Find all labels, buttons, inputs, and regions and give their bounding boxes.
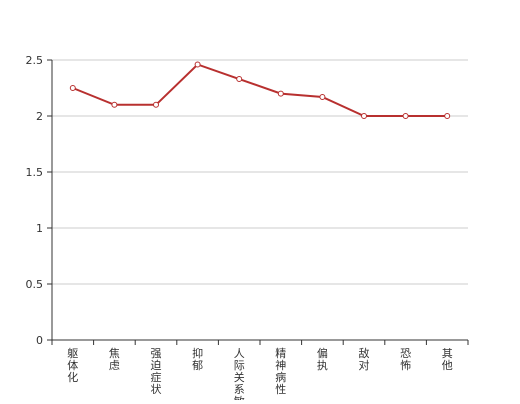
grid-lines <box>52 59 468 285</box>
x-tick-label: 敌对 <box>359 346 370 372</box>
tick-labels: 0 0.5 1 1.5 2 2.5 躯体化 焦虑 强迫症状 抑郁 人际关系敏感 精神病性 偏执 敌对 恐怖 其… <box>26 54 453 404</box>
data-point <box>402 113 409 119</box>
series-line <box>72 63 448 117</box>
data-point <box>277 90 284 97</box>
x-tick-label: 偏执 <box>317 346 328 372</box>
x-tick-label: 躯体化 <box>67 347 78 384</box>
data-point <box>319 93 326 100</box>
data-point <box>236 76 243 83</box>
data-point <box>194 61 201 68</box>
x-tick-label: 焦虑 <box>109 347 120 372</box>
y-tick-label: 1 <box>36 222 43 235</box>
data-point <box>444 113 451 119</box>
y-tick-label: 2.5 <box>26 54 44 67</box>
x-tick-label: 精神病性 <box>275 347 286 396</box>
axes <box>47 59 469 345</box>
data-point <box>153 101 159 108</box>
x-tick-label: 人际关系敏感 <box>234 347 245 400</box>
x-tick-label: 其他 <box>442 347 453 372</box>
series-layer <box>69 61 451 119</box>
x-tick-label: 恐怖 <box>400 347 411 372</box>
data-point <box>111 101 118 108</box>
y-tick-label: 2 <box>36 110 43 123</box>
y-tick-label: 1.5 <box>26 166 44 179</box>
data-point <box>69 85 76 91</box>
y-tick-label: 0.5 <box>26 278 44 291</box>
x-tick-label: 强迫症状 <box>151 347 162 396</box>
y-tick-label: 0 <box>36 334 43 347</box>
data-point <box>361 113 367 119</box>
x-tick-label: 抑郁 <box>192 346 203 372</box>
